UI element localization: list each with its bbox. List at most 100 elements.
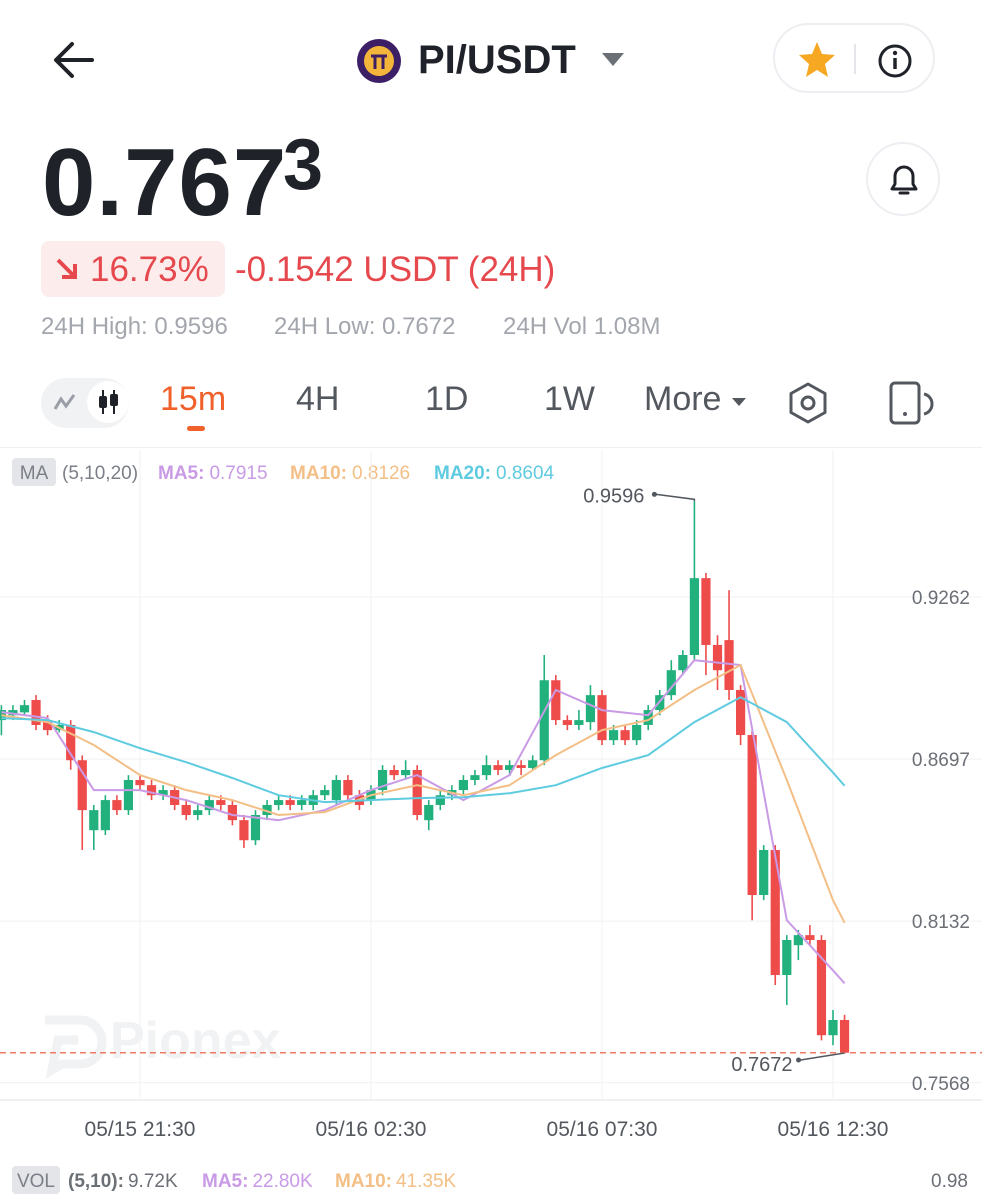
candle-body (481, 765, 492, 776)
x-tick-label: 05/16 07:30 (547, 1118, 658, 1141)
candle-body (216, 800, 226, 805)
candle-body (678, 655, 688, 671)
volume-ma5-value: 22.80K (252, 1171, 313, 1192)
candle-body (204, 800, 214, 811)
y-tick-label: 0.8697 (912, 750, 970, 771)
candle-body (608, 730, 619, 741)
candle-body (736, 689, 746, 736)
candle-icon (99, 390, 118, 414)
volume-value: 9.72K (128, 1171, 178, 1192)
volume-ma10: MA10: 41.35K (335, 1171, 457, 1192)
candle-body (551, 680, 561, 721)
candle-body (135, 780, 145, 786)
candle-body (435, 795, 445, 805)
more-tab[interactable]: More (644, 380, 722, 418)
candle-body (597, 695, 607, 741)
candle-body (585, 695, 596, 723)
tab-indicator (187, 426, 205, 431)
candle-body (146, 785, 157, 796)
candle-toggle[interactable] (87, 381, 129, 423)
candle-body (458, 780, 468, 791)
ma-legend-label: MA20: (434, 463, 491, 484)
coin-logo (357, 39, 401, 83)
divider (854, 44, 856, 74)
pair-title[interactable]: PI/USDT (418, 38, 576, 82)
ma-legend: MA20: 0.8604 (434, 463, 555, 484)
candle-body (262, 804, 272, 815)
candle-body (343, 780, 353, 796)
candle-body (412, 769, 422, 815)
bell-icon (890, 165, 918, 195)
candle-body (712, 644, 723, 671)
candle-body (689, 578, 699, 656)
candle-body (666, 670, 676, 696)
volume-ma5: MA5: 22.80K (202, 1171, 313, 1192)
candle-body (297, 800, 307, 805)
x-tick-label: 05/16 12:30 (778, 1118, 889, 1141)
line-chart-icon (53, 394, 76, 410)
candle-body (782, 940, 792, 975)
candle-body (274, 800, 284, 805)
high-pointer (656, 493, 696, 502)
interval-tab[interactable]: 15m (160, 380, 227, 418)
favorite-button[interactable] (797, 40, 837, 78)
back-button[interactable] (50, 38, 98, 82)
y-tick-label: 0.8132 (912, 912, 970, 933)
volume-ma10-value: 41.35K (396, 1171, 457, 1192)
x-tick-label: 05/15 21:30 (85, 1118, 196, 1141)
candle-body (158, 790, 168, 796)
candle-body (66, 724, 76, 761)
change-percent: 16.73% (90, 250, 209, 289)
settings-button[interactable] (786, 381, 830, 425)
indicator-params: (5,10,20) (62, 463, 138, 484)
candle-body (401, 769, 411, 776)
high-label: 0.9596 (583, 485, 644, 507)
volume-ma10-label: MA10: (335, 1171, 392, 1192)
candle-body (574, 720, 584, 725)
down-arrow (56, 258, 77, 279)
candle-body (31, 700, 41, 725)
x-tick-label: 05/16 02:30 (316, 1118, 427, 1141)
change-amount: -0.1542 USDT (24H) (235, 250, 556, 289)
ma-legend: MA10: 0.8126 (290, 463, 410, 484)
more-caret (732, 398, 746, 406)
stat-low: 24H Low: 0.7672 (274, 313, 456, 340)
interval-tab[interactable]: 1W (544, 380, 595, 418)
info-button[interactable] (876, 42, 914, 80)
candle-body (828, 1020, 838, 1036)
y-tick-label: 0.9262 (912, 588, 970, 609)
candle-body (747, 735, 757, 895)
alert-button[interactable] (866, 142, 940, 216)
y-tick-label: 0.7568 (912, 1074, 970, 1095)
last-price-digit: 3 (283, 125, 324, 205)
candle-body (632, 724, 642, 741)
candle-body (805, 935, 815, 941)
ma-legend-label: MA5: (158, 463, 204, 484)
candle-body (100, 800, 110, 831)
indicator-label: MA (20, 463, 49, 484)
indicator-badge (12, 458, 56, 486)
candle-body (793, 935, 803, 946)
pair-dropdown[interactable] (600, 50, 626, 68)
candle-body (839, 1020, 850, 1053)
layout-button[interactable] (888, 380, 936, 426)
interval-tab[interactable]: 4H (296, 380, 340, 418)
candle-body (516, 765, 526, 768)
candle-body (77, 760, 87, 811)
candle-body (181, 804, 191, 815)
candle-body (250, 814, 261, 841)
ma-line (1, 696, 846, 804)
candle-body (770, 849, 780, 975)
ma-legend-value: 0.8126 (352, 463, 410, 484)
separator (0, 447, 982, 448)
low-dot (796, 1057, 802, 1063)
interval-tab[interactable]: 1D (425, 380, 469, 418)
candle-body (227, 804, 237, 821)
volume-ma5-label: MA5: (202, 1171, 248, 1192)
candle-body (562, 720, 572, 725)
volume-label: VOL (17, 1171, 55, 1192)
volume-axis-label: 0.98 (931, 1171, 968, 1192)
low-label: 0.7672 (731, 1054, 792, 1076)
ma-legend-value: 0.8604 (496, 463, 555, 484)
